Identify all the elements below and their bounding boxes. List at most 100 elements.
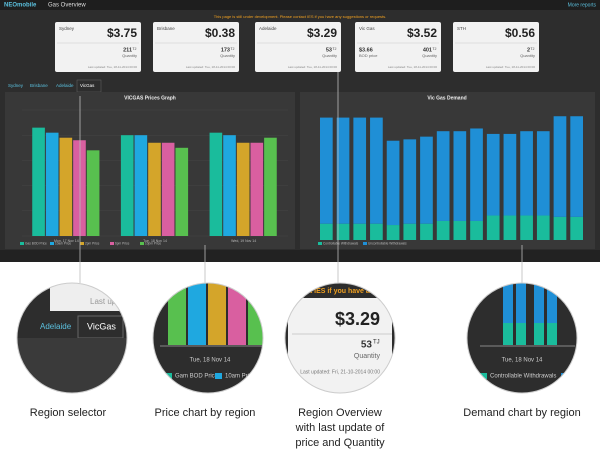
zoom-date: Tue, 18 Nov 14 bbox=[190, 358, 231, 364]
bar bbox=[175, 147, 189, 236]
legend-swatch bbox=[80, 242, 84, 245]
stacked-bar bbox=[536, 131, 550, 216]
caption: Region selector bbox=[30, 407, 107, 419]
legend-swatch bbox=[110, 242, 114, 245]
stacked-bar bbox=[386, 140, 400, 226]
bar bbox=[209, 132, 223, 236]
tab[interactable]: Adelaide bbox=[40, 322, 72, 331]
bar bbox=[86, 150, 100, 236]
stacked-bar bbox=[420, 223, 433, 240]
stacked-bar bbox=[386, 225, 400, 240]
bar bbox=[161, 142, 175, 236]
region-card[interactable] bbox=[453, 22, 539, 72]
stacked-bar bbox=[370, 223, 383, 240]
card-updated: Last updated: Tue, 18-11-2014 00:00 bbox=[486, 65, 535, 69]
stacked-bar bbox=[536, 215, 550, 240]
stacked-bar bbox=[470, 220, 483, 240]
tab[interactable]: Brisbane bbox=[30, 83, 48, 88]
zoom-bar bbox=[188, 283, 206, 345]
legend-text: Gas BOD Price bbox=[25, 241, 47, 245]
tab[interactable]: VicGas bbox=[80, 83, 95, 88]
caption: Price chart by region bbox=[155, 407, 256, 419]
region-card[interactable] bbox=[55, 22, 141, 72]
notice: This page is still under development. Pl… bbox=[214, 14, 387, 19]
tabs-zoom: Last upd Adelaide VicGas bbox=[17, 283, 127, 393]
legend-text: Controllable Withdrawals bbox=[490, 374, 556, 380]
tab[interactable]: Adelaide bbox=[56, 83, 74, 88]
chart-title: VICGAS Prices Graph bbox=[124, 95, 176, 101]
card-quantity-label: Quantity bbox=[322, 53, 337, 58]
brand: NEOmobile bbox=[4, 3, 37, 9]
zoom-bar bbox=[168, 283, 186, 345]
legend-text: Gam BOD Price bbox=[175, 374, 219, 380]
card-bod-label: BOD price bbox=[359, 53, 378, 58]
caption: with last update of bbox=[295, 422, 386, 434]
card-quantity: 53 bbox=[326, 47, 332, 53]
card-unit: TJ bbox=[433, 47, 437, 51]
stacked-bar bbox=[370, 117, 383, 224]
card-updated: Last updated: Tue, 18-11-2014 00:00 bbox=[288, 65, 337, 69]
bar bbox=[236, 142, 250, 236]
stacked-bar bbox=[403, 223, 417, 240]
stacked-bar bbox=[453, 220, 467, 240]
bar bbox=[32, 127, 45, 236]
callout-ring bbox=[152, 282, 264, 394]
x-tick-label: Mon, 17 Nov 14 bbox=[54, 239, 79, 243]
stacked-bar bbox=[353, 223, 367, 240]
legend-text: Uncon bbox=[571, 374, 588, 380]
legend-text: Uncontrollable Withdrawals bbox=[368, 241, 407, 245]
region-card[interactable] bbox=[153, 22, 239, 72]
top-bar bbox=[0, 0, 600, 10]
legend-swatch bbox=[363, 242, 367, 245]
caption: price and Quantity bbox=[295, 437, 385, 449]
card-quantity: 2 bbox=[527, 47, 530, 53]
legend-text: 10am Price bbox=[55, 241, 71, 245]
legend-text: 10am Price bbox=[225, 374, 256, 380]
zoom-bar bbox=[503, 323, 513, 345]
legend-swatch bbox=[480, 373, 487, 379]
stacked-bar bbox=[336, 117, 350, 224]
card-region: Brisbane bbox=[157, 26, 175, 31]
card-price: $0.56 bbox=[505, 26, 535, 40]
card-region: Sydney bbox=[59, 26, 75, 31]
chart-title: Vic Gas Demand bbox=[427, 95, 466, 101]
stacked-bar bbox=[420, 136, 433, 224]
panel bbox=[17, 338, 127, 393]
bar bbox=[59, 137, 73, 236]
zoom-bar bbox=[516, 283, 526, 323]
legend-text: Controllable Withdrawals bbox=[323, 241, 359, 245]
tab[interactable]: VicGas bbox=[87, 321, 116, 331]
card-quantity-label: Quantity bbox=[422, 53, 437, 58]
caption: Region Overview bbox=[298, 407, 382, 419]
legend-swatch bbox=[20, 242, 24, 245]
zoom-price: $3.29 bbox=[335, 309, 380, 329]
stacked-bar bbox=[570, 216, 583, 240]
bar bbox=[148, 142, 161, 236]
card-quantity: 401 bbox=[423, 47, 432, 53]
stacked-bar bbox=[553, 216, 567, 240]
stacked-bar bbox=[470, 128, 483, 221]
tab[interactable]: Sydney bbox=[8, 83, 24, 88]
bar bbox=[223, 135, 236, 236]
stacked-bar bbox=[503, 215, 517, 240]
card-quantity-label: Quantity bbox=[220, 53, 235, 58]
demand-zoom: Tue, 18 Nov 14 Controllable Withdrawals … bbox=[467, 283, 588, 393]
region-card[interactable] bbox=[255, 22, 341, 72]
more-reports[interactable]: More reports bbox=[568, 2, 597, 8]
price-zoom: Tue, 18 Nov 14 Gam BOD Price 10am Price bbox=[153, 283, 263, 393]
zoom-bar bbox=[534, 323, 544, 345]
page-title[interactable]: Gas Overview bbox=[48, 3, 86, 9]
region-card[interactable] bbox=[355, 22, 441, 72]
card-region: Vic Gas bbox=[359, 26, 375, 31]
stacked-bar bbox=[520, 215, 533, 240]
stacked-bar bbox=[403, 139, 417, 224]
stacked-bar bbox=[436, 131, 450, 221]
card-price: $3.29 bbox=[307, 26, 337, 40]
legend-text: 2pm Price bbox=[85, 241, 100, 245]
x-tick-label: Wed, 19 Nov 14 bbox=[231, 239, 256, 243]
zoom-updated: Last updated: Fri, 21-10-2014 00:00 bbox=[300, 369, 380, 375]
caption: Demand chart by region bbox=[463, 407, 580, 419]
card-price: $3.52 bbox=[407, 26, 437, 40]
